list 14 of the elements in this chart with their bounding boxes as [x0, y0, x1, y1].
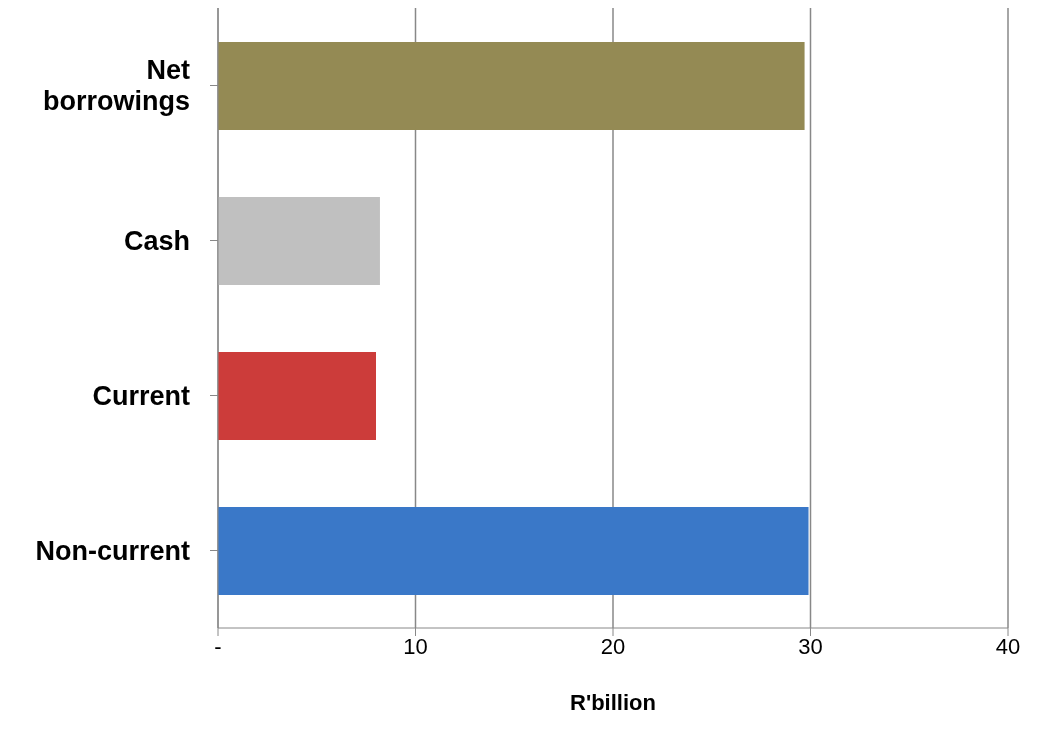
x-tick-label: 30	[798, 633, 823, 659]
x-axis-title: R'billion	[570, 690, 656, 715]
y-tick-label: Current	[92, 380, 190, 411]
bar	[218, 507, 809, 595]
bar	[218, 197, 380, 285]
x-tick-label: 10	[403, 633, 428, 659]
x-tick-label: 40	[995, 633, 1021, 659]
y-tick-label: Net borrowings	[43, 55, 190, 116]
x-tick-label: 20	[600, 633, 626, 659]
y-tick-label: Non-current	[35, 535, 191, 566]
y-tick-label: Cash	[123, 225, 190, 256]
bar	[218, 42, 805, 130]
x-tick-label: -	[214, 633, 222, 659]
bar	[218, 352, 376, 440]
